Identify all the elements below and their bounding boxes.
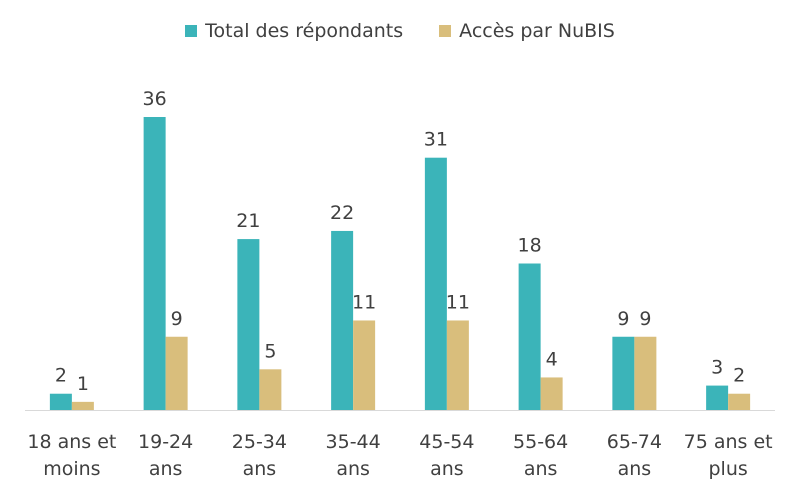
data-label-nubis-0: 1 (77, 373, 89, 395)
bar-nubis-0 (71, 401, 94, 410)
data-label-total-6: 9 (617, 308, 629, 330)
legend-label-nubis: Accès par NuBIS (459, 20, 615, 42)
data-label-total-2: 21 (236, 210, 260, 232)
data-label-total-0: 2 (55, 365, 67, 387)
legend-item-nubis: Accès par NuBIS (439, 20, 615, 42)
data-label-nubis-5: 4 (546, 348, 558, 370)
legend-swatch-nubis (439, 25, 452, 37)
x-tick-label-0-0: 18 ans et (27, 431, 116, 453)
data-label-nubis-2: 5 (264, 340, 276, 362)
x-tick-label-1-0: 19-24 (138, 431, 193, 453)
x-tick-label-0-1: moins (43, 458, 100, 480)
legend-item-total: Total des répondants (185, 20, 403, 42)
data-label-total-4: 31 (424, 129, 448, 151)
bar-total-4 (424, 157, 447, 410)
bar-nubis-3 (353, 320, 376, 410)
data-label-total-3: 22 (330, 202, 354, 224)
bar-nubis-7 (728, 393, 751, 410)
data-label-nubis-4: 11 (446, 291, 470, 313)
data-label-total-5: 18 (518, 235, 542, 257)
bar-total-1 (143, 117, 166, 410)
x-tick-label-7-0: 75 ans et (684, 431, 773, 453)
bar-total-6 (612, 336, 635, 410)
x-tick-label-2-1: ans (243, 458, 277, 480)
bar-nubis-5 (540, 377, 563, 410)
data-label-nubis-6: 9 (639, 308, 651, 330)
data-label-nubis-3: 11 (352, 291, 376, 313)
x-tick-label-1-1: ans (149, 458, 183, 480)
legend-label-total: Total des répondants (205, 20, 404, 42)
x-tick-label-6-1: ans (618, 458, 652, 480)
bar-total-0 (49, 393, 72, 410)
data-label-nubis-1: 9 (171, 308, 183, 330)
x-tick-label-3-0: 35-44 (326, 431, 381, 453)
bar-total-5 (518, 263, 541, 410)
data-label-nubis-7: 2 (733, 365, 745, 387)
data-label-total-7: 3 (711, 357, 723, 379)
x-tick-label-2-0: 25-34 (232, 431, 287, 453)
x-tick-label-3-1: ans (336, 458, 370, 480)
bar-total-3 (331, 230, 354, 410)
x-tick-label-4-0: 45-54 (419, 431, 474, 453)
bar-total-7 (706, 385, 729, 410)
bar-nubis-6 (634, 336, 657, 410)
data-label-total-1: 36 (143, 88, 167, 110)
legend-swatch-total (185, 25, 198, 37)
bar-nubis-2 (259, 369, 282, 410)
x-tick-label-7-1: plus (708, 458, 747, 480)
bar-total-2 (237, 239, 260, 410)
bar-nubis-4 (446, 320, 469, 410)
chart-legend: Total des répondants Accès par NuBIS (0, 20, 800, 42)
x-tick-label-5-1: ans (524, 458, 558, 480)
x-tick-label-5-0: 55-64 (513, 431, 568, 453)
x-tick-label-6-0: 65-74 (607, 431, 662, 453)
x-tick-label-4-1: ans (430, 458, 464, 480)
bar-nubis-1 (165, 336, 188, 410)
